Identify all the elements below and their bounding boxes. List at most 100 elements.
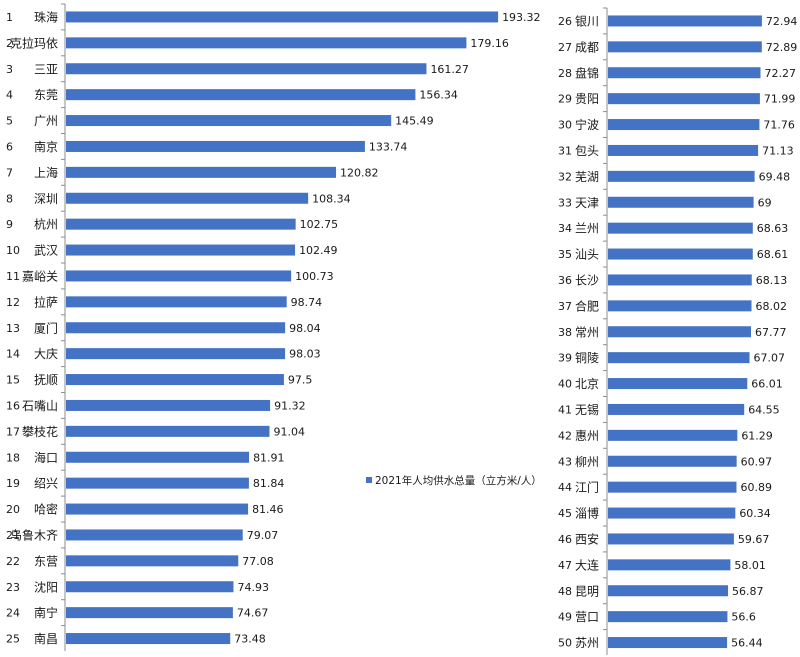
category-label: 合肥 <box>575 298 599 313</box>
bar <box>608 533 734 545</box>
category-label: 南京 <box>34 139 58 154</box>
bar <box>608 637 728 649</box>
data-label: 56.6 <box>731 611 756 624</box>
rank-label: 20 <box>6 503 20 516</box>
rank-label: 11 <box>6 270 20 283</box>
category-label: 东莞 <box>34 88 58 102</box>
category-label: 沈阳 <box>34 579 58 594</box>
data-label: 120.82 <box>340 166 379 179</box>
rank-label: 22 <box>6 555 20 568</box>
category-label: 绍兴 <box>34 477 58 491</box>
category-label: 汕头 <box>575 248 599 262</box>
category-label: 海口 <box>34 450 58 465</box>
data-label: 67.07 <box>754 352 786 365</box>
data-label: 102.75 <box>300 218 339 231</box>
bar <box>608 15 762 27</box>
data-label: 68.02 <box>756 300 788 313</box>
rank-label: 9 <box>6 218 13 231</box>
category-label: 大连 <box>575 557 599 572</box>
category-label: 盘锦 <box>575 65 599 80</box>
rank-label: 13 <box>6 322 20 335</box>
data-label: 72.94 <box>766 15 798 28</box>
data-label: 60.89 <box>740 481 772 494</box>
bar <box>608 41 762 53</box>
category-label: 南昌 <box>34 631 58 646</box>
rank-label: 33 <box>558 196 572 209</box>
data-label: 98.03 <box>289 348 321 361</box>
rank-label: 17 <box>6 425 20 438</box>
bar <box>608 144 759 156</box>
data-label: 73.48 <box>234 633 265 646</box>
data-label: 97.5 <box>288 374 313 387</box>
bar <box>608 403 745 415</box>
bar <box>66 89 416 101</box>
data-label: 91.04 <box>273 425 305 438</box>
category-label: 银川 <box>575 14 599 28</box>
category-label: 哈密 <box>34 502 58 517</box>
bar <box>66 63 427 75</box>
rank-label: 28 <box>558 67 572 80</box>
rank-label: 2 <box>6 37 13 50</box>
data-label: 108.34 <box>312 192 351 205</box>
category-label: 兰州 <box>575 222 599 236</box>
category-label: 深圳 <box>34 192 58 206</box>
chart-panel-right: 26 银川 72.94 27 成都 72.89 28 盘锦 72.27 29 贵阳 71.99 30 宁波… <box>558 7 798 655</box>
bar <box>608 326 751 338</box>
rank-label: 29 <box>558 93 572 106</box>
category-label: 上海 <box>34 165 58 180</box>
category-label: 常州 <box>575 325 599 339</box>
rank-label: 12 <box>6 296 20 309</box>
bar <box>66 296 287 308</box>
category-label: 三亚 <box>34 62 58 76</box>
rank-label: 5 <box>6 115 13 128</box>
data-label: 193.32 <box>502 11 541 24</box>
data-label: 59.67 <box>738 533 770 546</box>
rank-label: 37 <box>558 300 572 313</box>
data-label: 61.29 <box>741 429 773 442</box>
category-label: 攀枝花 <box>22 424 58 439</box>
rank-label: 46 <box>558 533 572 546</box>
category-label: 长沙 <box>575 273 599 287</box>
data-label: 91.32 <box>274 399 306 412</box>
rank-label: 8 <box>6 192 13 205</box>
bar <box>608 300 752 312</box>
legend-label: 2021年人均供水总量（立方米/人） <box>375 474 542 487</box>
rank-label: 31 <box>558 144 572 157</box>
category-label: 宁波 <box>575 117 599 132</box>
data-label: 71.13 <box>762 144 794 157</box>
data-label: 102.49 <box>299 244 338 257</box>
category-label: 贵阳 <box>575 92 599 106</box>
rank-label: 36 <box>558 274 572 287</box>
rank-label: 16 <box>6 399 20 412</box>
data-label: 64.55 <box>748 403 780 416</box>
rank-label: 43 <box>558 455 572 468</box>
data-label: 100.73 <box>295 270 334 283</box>
rank-label: 39 <box>558 352 572 365</box>
bar <box>66 244 296 256</box>
rank-label: 27 <box>558 41 572 54</box>
bar <box>608 196 754 208</box>
bar <box>66 140 365 152</box>
category-label: 石嘴山 <box>22 399 58 413</box>
data-label: 81.46 <box>252 503 284 516</box>
data-label: 179.16 <box>470 37 509 50</box>
bar <box>66 115 392 127</box>
category-label: 惠州 <box>575 429 599 443</box>
rank-label: 24 <box>6 607 20 620</box>
data-label: 145.49 <box>395 115 434 128</box>
category-label: 北京 <box>575 377 599 391</box>
data-label: 98.74 <box>291 296 323 309</box>
bar <box>608 455 737 467</box>
bar <box>66 529 243 541</box>
category-label: 杭州 <box>34 217 58 232</box>
data-label: 98.04 <box>289 322 321 335</box>
bar <box>608 248 753 260</box>
bar <box>608 611 728 623</box>
data-label: 58.01 <box>734 559 766 572</box>
bar <box>66 218 296 230</box>
rank-label: 14 <box>6 348 20 361</box>
data-label: 71.76 <box>763 119 795 132</box>
